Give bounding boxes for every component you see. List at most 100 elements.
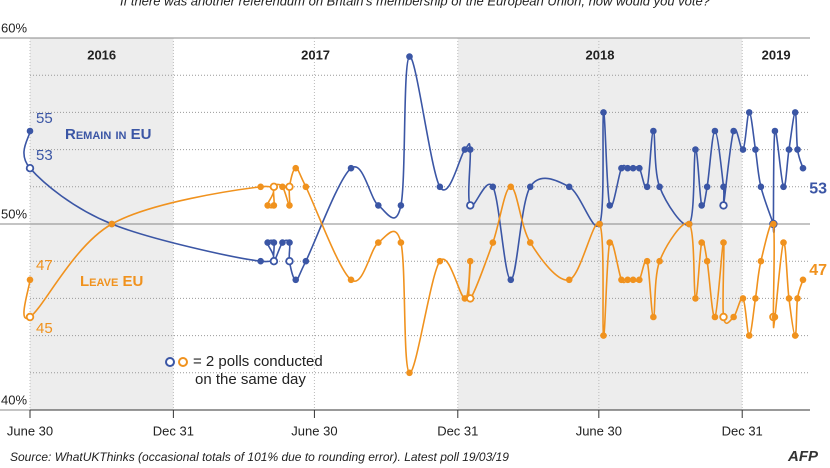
logo: AFP	[787, 448, 819, 465]
data-label: 53	[36, 147, 53, 164]
data-point	[596, 220, 603, 228]
data-point	[711, 313, 719, 321]
data-point	[25, 163, 35, 173]
data-point	[771, 127, 779, 135]
data-point	[739, 146, 747, 153]
data-point	[565, 276, 573, 284]
data-point	[720, 239, 727, 246]
data-point	[600, 332, 607, 339]
data-point	[461, 146, 469, 153]
data-point	[698, 202, 705, 209]
data-point	[466, 146, 474, 153]
data-point	[286, 239, 293, 246]
data-point	[757, 257, 765, 265]
data-point	[692, 295, 699, 302]
data-label: 47	[36, 257, 53, 274]
data-point	[507, 276, 515, 284]
data-point	[692, 146, 699, 153]
data-point	[624, 276, 631, 284]
data-point	[26, 127, 34, 135]
x-tick-label: Dec 31	[153, 423, 194, 438]
data-point	[606, 202, 614, 209]
data-point	[257, 257, 264, 265]
data-point	[629, 276, 637, 284]
x-tick-label: June 30	[7, 423, 53, 438]
data-point	[785, 146, 793, 153]
data-point	[770, 220, 777, 228]
series-line	[23, 55, 804, 281]
x-tick-label: Dec 31	[722, 423, 763, 438]
data-point	[269, 182, 279, 191]
data-label: 55	[36, 110, 53, 127]
data-point	[739, 295, 747, 302]
data-point	[618, 164, 625, 172]
data-point	[257, 183, 264, 191]
legend-note: = 2 polls conducted	[193, 353, 323, 370]
y-tick-label: 40%	[1, 392, 27, 407]
data-point	[636, 164, 643, 172]
data-point	[703, 257, 711, 265]
end-label: 47	[809, 262, 827, 279]
data-point	[600, 109, 607, 116]
data-point	[656, 183, 663, 191]
data-point	[526, 183, 534, 191]
data-point	[270, 202, 278, 209]
data-point	[780, 239, 787, 246]
data-point	[397, 239, 405, 246]
data-point	[624, 164, 631, 172]
data-point	[757, 183, 765, 191]
x-tick-label: Dec 31	[437, 423, 478, 438]
data-point	[436, 257, 444, 265]
legend-marker	[165, 357, 175, 367]
data-point	[375, 202, 382, 209]
series-line	[23, 167, 804, 374]
data-point	[375, 239, 382, 246]
data-point	[108, 220, 116, 228]
data-point	[685, 220, 693, 228]
year-label: 2018	[586, 47, 615, 62]
end-label: 53	[809, 180, 827, 197]
data-point	[264, 239, 271, 246]
data-point	[791, 109, 799, 116]
data-point	[719, 312, 728, 322]
data-point	[285, 257, 294, 266]
data-point	[629, 164, 637, 172]
data-point	[489, 183, 497, 191]
data-point	[730, 127, 737, 135]
data-point	[752, 295, 759, 302]
data-point	[698, 239, 705, 246]
data-point	[650, 313, 657, 321]
data-point	[606, 239, 614, 246]
legend-note: on the same day	[195, 371, 306, 388]
data-point	[720, 183, 727, 191]
data-point	[292, 276, 300, 284]
data-point	[618, 276, 625, 284]
data-point	[285, 182, 294, 191]
data-point	[745, 332, 753, 339]
data-point	[565, 183, 573, 191]
data-point	[526, 239, 534, 246]
data-point	[397, 202, 405, 209]
data-point	[286, 202, 293, 209]
data-point	[436, 183, 444, 191]
data-point	[650, 127, 657, 135]
series-label: Leave EU	[80, 273, 143, 290]
data-point	[643, 257, 651, 265]
data-point	[752, 146, 759, 153]
data-point	[745, 109, 753, 116]
data-point	[791, 332, 799, 339]
data-point	[302, 257, 310, 265]
year-label: 2016	[87, 47, 116, 62]
data-point	[771, 313, 779, 321]
year-label: 2019	[762, 47, 791, 62]
data-label: 45	[36, 320, 53, 337]
x-tick-label: June 30	[576, 423, 622, 438]
data-point	[799, 276, 807, 284]
data-point	[26, 276, 34, 284]
data-point	[643, 183, 651, 191]
data-point	[656, 257, 663, 265]
y-tick-label: 50%	[1, 206, 27, 221]
data-point	[406, 369, 413, 377]
data-point	[636, 276, 643, 284]
